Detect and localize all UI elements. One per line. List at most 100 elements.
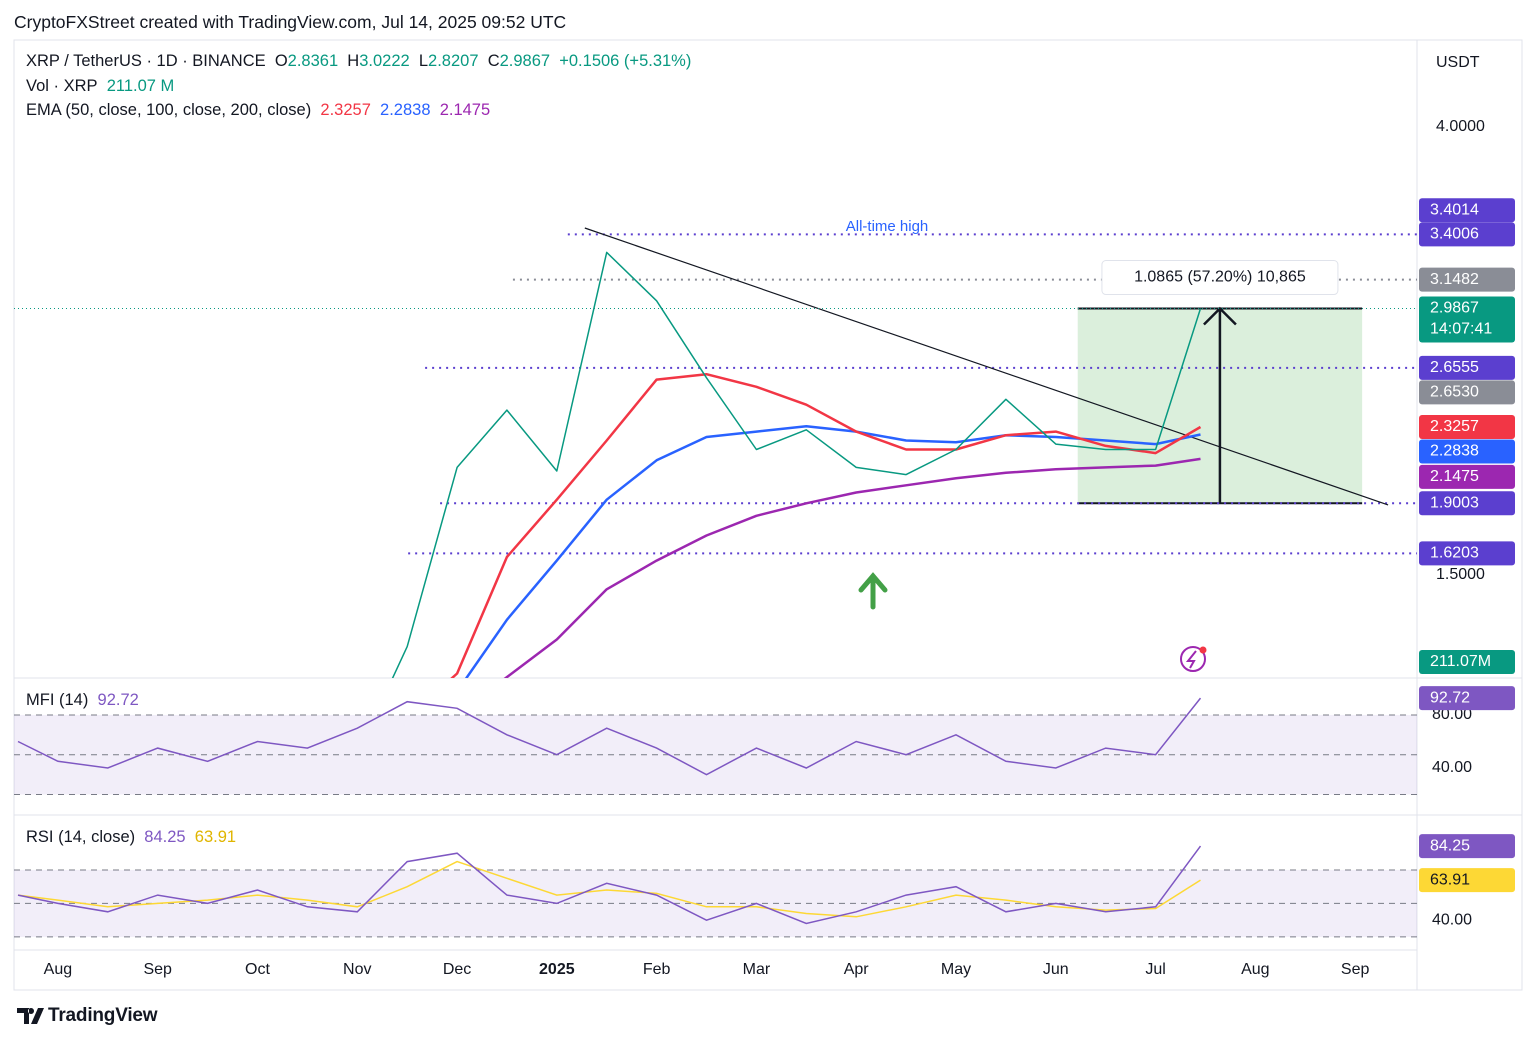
oscillator-line: [17, 860, 1201, 918]
x-tick-label: Aug: [44, 961, 72, 978]
ohlc-value: 2.9867: [499, 52, 551, 70]
x-tick-label: Mar: [743, 961, 771, 978]
legend-volume: Vol · XRP 211.07 M: [26, 77, 174, 96]
y-tick-label: 40.00: [1432, 759, 1472, 776]
ohlc-name: C: [487, 52, 500, 70]
axis-label-box: [1419, 868, 1515, 893]
ohlc-name: H: [347, 52, 360, 70]
ema-name: EMA (50, close, 100, close, 200, close): [26, 101, 312, 119]
axis-label: 92.72: [1430, 689, 1470, 706]
brand-logo: [17, 1008, 44, 1024]
x-tick-label: Dec: [443, 961, 471, 978]
ema-value: 2.3257: [320, 101, 371, 119]
ema-line: [464, 424, 1201, 678]
x-tick-label: May: [941, 961, 971, 978]
x-tick-label: Oct: [245, 961, 270, 978]
axis-label: 1.9003: [1430, 494, 1479, 511]
axis-label-box: [1419, 380, 1515, 405]
oscillator-line: [17, 697, 1202, 776]
measure-label: 1.0865 (57.20%) 10,865: [1134, 269, 1306, 286]
axis-label-box: [1419, 541, 1515, 566]
axis-label-box: [1419, 491, 1515, 516]
measure-label-box: [1101, 260, 1339, 296]
header-text: CryptoFXStreet created with TradingView.…: [14, 12, 567, 32]
up-arrow-icon: [858, 572, 888, 610]
ema-line: [450, 372, 1202, 678]
rsi-title: RSI (14, close): [26, 828, 136, 846]
alert-dot: [1199, 646, 1207, 654]
price-line-series: [391, 251, 1202, 678]
axis-label-box: [1419, 267, 1515, 292]
brand-name: TradingView: [48, 1005, 158, 1026]
volume-value: 211.07 M: [106, 77, 175, 95]
countdown: 14:07:41: [1430, 321, 1492, 338]
oscillator-line: [17, 845, 1202, 925]
legend-rsi: RSI (14, close) 84.25 63.91: [26, 828, 236, 847]
measure-arrow: [1203, 306, 1237, 504]
axis-label: 2.3257: [1430, 418, 1479, 435]
ohlc-name: O: [274, 52, 288, 70]
axis-label-box: [1419, 834, 1515, 859]
axis-label: 2.6555: [1430, 359, 1479, 376]
axis-label-box: [1419, 198, 1515, 223]
change: +0.1506 (+5.31%): [559, 52, 692, 70]
axis-label-box: [1419, 222, 1515, 247]
x-tick-label: Apr: [844, 961, 870, 978]
axis-label-box: [1419, 414, 1515, 439]
legend-mfi: MFI (14) 92.72: [26, 691, 139, 710]
mfi-title: MFI (14): [26, 691, 89, 709]
x-tick-label: Sep: [143, 961, 172, 978]
rsi-pane: [14, 845, 1417, 938]
ema-value: 2.2838: [380, 101, 431, 119]
ohlc-value: 3.0222: [359, 52, 410, 70]
x-tick-label: Sep: [1341, 961, 1370, 978]
ema-line: [503, 457, 1201, 678]
ohlc-name: L: [418, 52, 429, 70]
axis-label: 84.25: [1430, 837, 1470, 854]
axis-label: 3.4014: [1430, 201, 1479, 218]
axis-label: 2.1475: [1430, 468, 1479, 485]
axes: Aug Sep Oct Nov Dec 2025 Feb Mar Apr May Jun Jul Aug…: [44, 118, 1515, 978]
currency-label: USDT: [1436, 54, 1480, 71]
x-tick-label: Aug: [1241, 961, 1269, 978]
axis-label: 3.1482: [1430, 271, 1479, 288]
ohlc-value: 2.8361: [287, 52, 339, 70]
x-tick-label: 2025: [539, 961, 575, 978]
ema-value: 2.1475: [439, 101, 491, 119]
legend-main: XRP / TetherUS · 1D · BINANCE O2.8361 H3…: [26, 52, 691, 71]
x-tick-label: Feb: [643, 961, 671, 978]
mfi-pane: [14, 697, 1417, 795]
annotation: All-time high: [846, 218, 929, 235]
alert-icon-bolt: [1185, 650, 1197, 669]
axis-label: 1.6203: [1430, 545, 1479, 562]
y-tick-label: 4.0000: [1436, 118, 1485, 135]
symbol-title: XRP / TetherUS · 1D · BINANCE: [26, 52, 266, 70]
alert-icon: [1180, 646, 1206, 672]
axis-label-box: [1419, 439, 1515, 464]
volume-label: 211.07M: [1430, 653, 1491, 670]
x-tick-label: Jun: [1043, 961, 1069, 978]
axis-label: 3.4006: [1430, 226, 1479, 243]
x-tick-label: Nov: [343, 961, 371, 978]
axis-label: 63.91: [1430, 871, 1470, 888]
axis-label: 2.9867: [1430, 300, 1479, 317]
x-tick-label: Jul: [1145, 961, 1165, 978]
rsi-value: 84.25: [144, 828, 186, 846]
price-pane: [14, 227, 1417, 678]
axis-label-box: [1419, 355, 1515, 380]
axis-label-box: [1419, 464, 1515, 489]
volume-label-box: [1419, 650, 1515, 674]
legend-ema: EMA (50, close, 100, close, 200, close) …: [26, 101, 490, 120]
axis-label: 2.6530: [1430, 384, 1479, 401]
axis-label: 2.2838: [1430, 443, 1479, 460]
y-tick-label: 1.5000: [1436, 566, 1485, 583]
axis-label-box: [1419, 296, 1515, 343]
rsi-ma-value: 63.91: [194, 828, 237, 846]
axis-label-box: [1419, 686, 1515, 711]
ohlc-value: 2.8207: [428, 52, 479, 70]
chart-frame: [13, 39, 1523, 991]
y-tick-label: 80.00: [1432, 706, 1472, 723]
volume-name: Vol · XRP: [26, 77, 98, 95]
